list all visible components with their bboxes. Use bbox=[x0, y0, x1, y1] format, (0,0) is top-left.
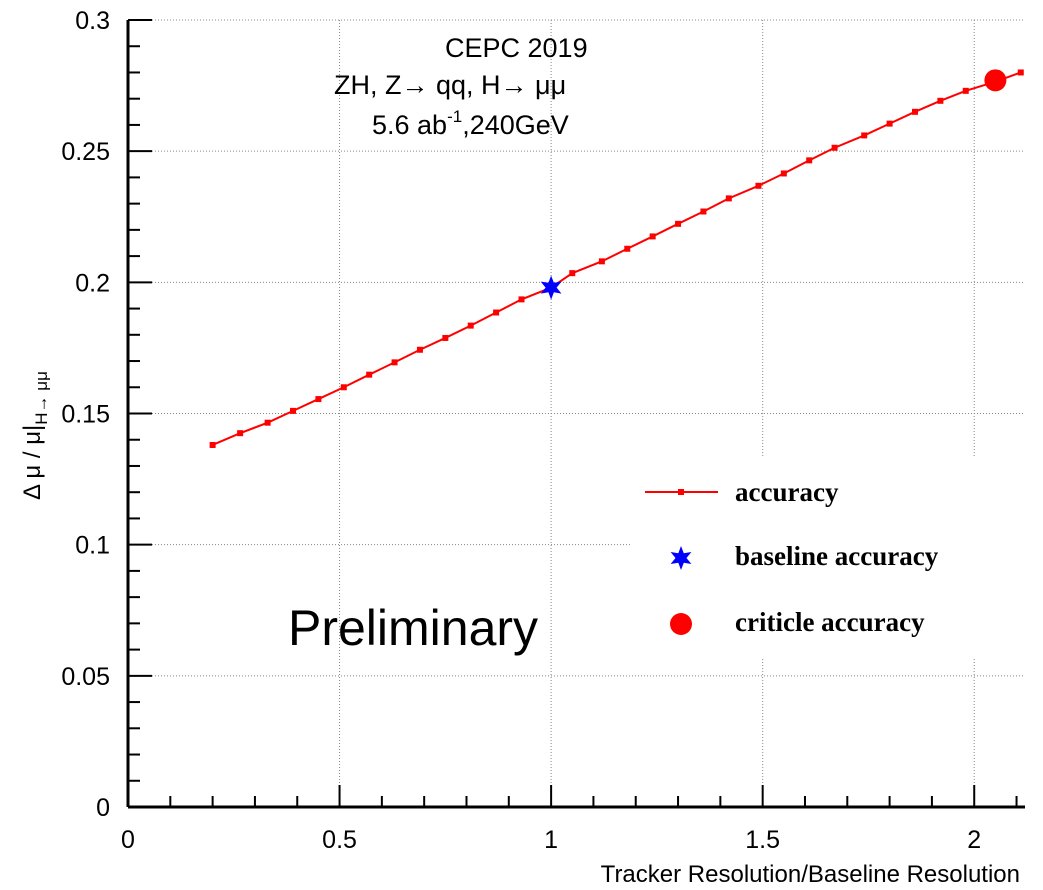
data-point bbox=[416, 346, 423, 353]
data-point bbox=[315, 396, 322, 403]
data-point bbox=[624, 245, 631, 252]
data-point bbox=[290, 407, 297, 414]
preliminary-watermark: Preliminary bbox=[288, 600, 538, 656]
annotation-line3: 5.6 ab-1,240GeV bbox=[372, 107, 569, 140]
legend-star-icon bbox=[670, 546, 692, 570]
annotation-line3-pre: 5.6 ab bbox=[372, 110, 447, 140]
data-point bbox=[264, 419, 271, 426]
y-axis-title: Δ μ / μ|H→ μμ bbox=[19, 371, 51, 500]
data-point bbox=[391, 359, 398, 366]
data-point bbox=[725, 195, 732, 202]
data-point bbox=[675, 220, 682, 227]
x-tick-label: 1.5 bbox=[745, 826, 780, 854]
legend: accuracy baseline accuracy criticle accu… bbox=[630, 458, 1025, 658]
data-point bbox=[755, 182, 762, 189]
legend-entry-accuracy: accuracy bbox=[645, 477, 839, 507]
y-tick-label: 0.3 bbox=[75, 7, 110, 35]
annotation-line3-post: ,240GeV bbox=[462, 110, 569, 140]
data-point bbox=[237, 430, 244, 437]
annotation-line2: ZH, Z→ qq, H→ μμ bbox=[334, 70, 566, 100]
y-tick-label: 0 bbox=[96, 794, 110, 822]
data-point bbox=[886, 120, 893, 127]
data-point bbox=[1017, 69, 1024, 76]
legend-square-icon bbox=[678, 489, 684, 495]
x-tick-label: 0 bbox=[121, 826, 135, 854]
critical-circle-marker bbox=[984, 69, 1007, 92]
annotation-line3-sup: -1 bbox=[447, 107, 462, 126]
legend-entry-baseline: baseline accuracy bbox=[670, 541, 939, 571]
data-point bbox=[937, 97, 944, 104]
data-point bbox=[442, 334, 449, 341]
data-point bbox=[493, 309, 500, 316]
data-point bbox=[962, 87, 969, 94]
data-point bbox=[780, 170, 787, 177]
data-point bbox=[209, 441, 216, 448]
legend-label-baseline: baseline accuracy bbox=[735, 541, 939, 571]
data-point bbox=[806, 157, 813, 164]
data-point bbox=[467, 322, 474, 329]
y-tick-label: 0.2 bbox=[75, 269, 110, 297]
y-axis-title-main: Δ μ / μ| bbox=[19, 425, 46, 500]
legend-label-accuracy: accuracy bbox=[735, 477, 839, 507]
legend-circle-icon bbox=[670, 613, 692, 635]
data-point bbox=[911, 108, 918, 115]
legend-entry-critical: criticle accuracy bbox=[670, 607, 925, 637]
data-point bbox=[831, 144, 838, 151]
x-tick-label: 2 bbox=[967, 826, 981, 854]
y-tick-label: 0.15 bbox=[61, 401, 110, 429]
data-point bbox=[700, 208, 707, 215]
x-axis-title: Tracker Resolution/Baseline Resolution bbox=[601, 861, 1020, 888]
highlight-layer bbox=[540, 69, 1007, 300]
y-tick-label: 0.05 bbox=[61, 663, 110, 691]
y-axis-title-sub: H→ μμ bbox=[32, 371, 51, 425]
data-point bbox=[649, 233, 656, 240]
y-tick-label: 0.25 bbox=[61, 138, 110, 166]
data-point bbox=[366, 371, 373, 378]
data-point bbox=[340, 384, 347, 391]
x-tick-label: 0.5 bbox=[322, 826, 357, 854]
baseline-star-marker bbox=[540, 275, 562, 300]
y-tick-label: 0.1 bbox=[75, 532, 110, 560]
annotation-line1: CEPC 2019 bbox=[445, 33, 588, 63]
x-tick-label: 1 bbox=[544, 826, 558, 854]
series-line-accuracy bbox=[212, 71, 1022, 446]
legend-label-critical: criticle accuracy bbox=[735, 607, 925, 637]
data-point bbox=[518, 296, 525, 303]
tick-labels: 0 0.5 1 1.5 2 0 0.05 0.1 0.15 0.2 0.25 0.3 bbox=[61, 7, 981, 854]
data-point bbox=[569, 270, 576, 277]
data-point bbox=[861, 132, 868, 139]
data-point bbox=[598, 258, 605, 265]
